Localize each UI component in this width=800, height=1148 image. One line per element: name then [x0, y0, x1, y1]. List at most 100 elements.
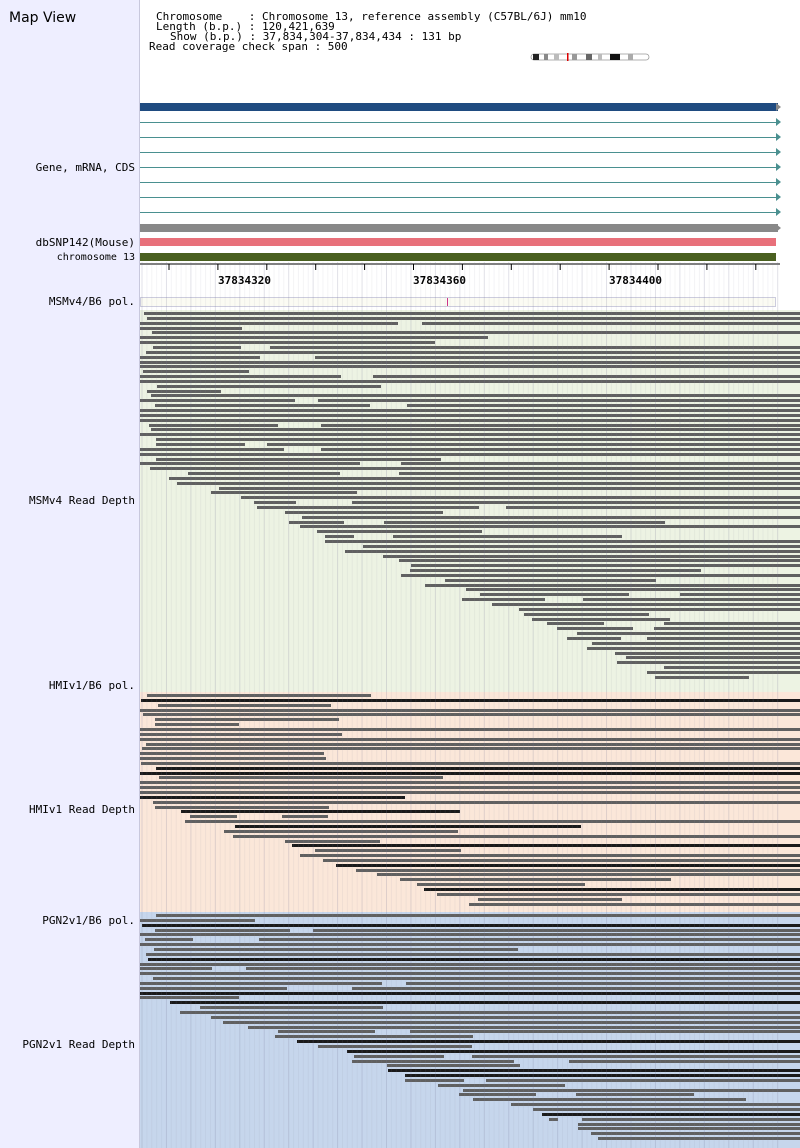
- read-alignment[interactable]: [140, 943, 800, 947]
- read-alignment[interactable]: [154, 805, 330, 809]
- read-alignment[interactable]: [199, 1006, 383, 1010]
- read-alignment[interactable]: [437, 892, 800, 896]
- read-alignment[interactable]: [140, 413, 800, 417]
- read-alignment[interactable]: [140, 326, 242, 330]
- read-alignment[interactable]: [140, 418, 800, 422]
- read-alignment[interactable]: [577, 1122, 800, 1126]
- read-alignment[interactable]: [274, 515, 800, 519]
- transcript-line[interactable]: [140, 137, 778, 138]
- read-alignment[interactable]: [404, 1078, 800, 1082]
- read-alignment[interactable]: [141, 698, 800, 702]
- read-alignment[interactable]: [140, 732, 343, 736]
- read-alignment[interactable]: [156, 457, 441, 461]
- read-alignment[interactable]: [170, 1001, 800, 1005]
- read-alignment[interactable]: [185, 820, 800, 824]
- read-alignment[interactable]: [299, 525, 800, 529]
- read-alignment[interactable]: [143, 312, 800, 315]
- read-alignment[interactable]: [155, 442, 800, 446]
- read-alignment[interactable]: [140, 462, 800, 466]
- read-alignment[interactable]: [142, 370, 249, 374]
- read-alignment[interactable]: [523, 612, 650, 616]
- msm-pol-track[interactable]: [140, 297, 776, 307]
- read-alignment[interactable]: [399, 559, 800, 563]
- read-alignment[interactable]: [511, 1103, 800, 1107]
- read-alignment[interactable]: [155, 928, 800, 932]
- read-alignment[interactable]: [232, 834, 800, 838]
- read-alignment[interactable]: [473, 1098, 746, 1102]
- read-alignment[interactable]: [322, 858, 800, 862]
- read-alignment[interactable]: [590, 1132, 800, 1136]
- read-alignment[interactable]: [354, 1054, 800, 1058]
- read-alignment[interactable]: [462, 598, 800, 602]
- read-alignment[interactable]: [155, 718, 339, 722]
- read-alignment[interactable]: [140, 379, 800, 383]
- read-alignment[interactable]: [140, 996, 240, 1000]
- read-alignment[interactable]: [296, 1040, 800, 1044]
- read-alignment[interactable]: [154, 947, 518, 951]
- read-alignment[interactable]: [404, 1074, 800, 1078]
- read-alignment[interactable]: [179, 1011, 800, 1014]
- read-alignment[interactable]: [140, 962, 800, 966]
- read-alignment[interactable]: [587, 646, 800, 650]
- read-alignment[interactable]: [141, 747, 800, 751]
- read-alignment[interactable]: [469, 902, 800, 906]
- transcript-line[interactable]: [140, 212, 778, 213]
- read-alignment[interactable]: [592, 641, 800, 645]
- transcript-line[interactable]: [140, 152, 778, 153]
- read-alignment[interactable]: [335, 863, 800, 867]
- gene-cds-bar[interactable]: [140, 224, 778, 232]
- read-alignment[interactable]: [140, 321, 800, 325]
- chromosome-ideogram-icon[interactable]: [530, 53, 650, 61]
- read-alignment[interactable]: [541, 1112, 800, 1116]
- read-alignment[interactable]: [325, 539, 800, 543]
- read-alignment[interactable]: [156, 914, 800, 917]
- read-alignment[interactable]: [140, 967, 800, 971]
- read-alignment[interactable]: [142, 713, 800, 717]
- read-alignment[interactable]: [140, 791, 800, 794]
- read-alignment[interactable]: [356, 868, 800, 872]
- read-alignment[interactable]: [140, 409, 800, 412]
- read-alignment[interactable]: [387, 1064, 552, 1068]
- read-alignment[interactable]: [211, 491, 357, 495]
- gene-main-bar[interactable]: [140, 103, 778, 111]
- read-alignment[interactable]: [140, 918, 256, 922]
- read-alignment[interactable]: [140, 341, 435, 345]
- read-alignment[interactable]: [578, 1127, 800, 1131]
- read-alignment[interactable]: [445, 578, 657, 582]
- transcript-line[interactable]: [140, 197, 778, 198]
- read-alignment[interactable]: [532, 617, 670, 621]
- transcript-line[interactable]: [140, 122, 778, 123]
- read-alignment[interactable]: [140, 781, 800, 785]
- read-alignment[interactable]: [647, 670, 800, 674]
- pgn-read-depth-panel[interactable]: [140, 912, 800, 1148]
- read-alignment[interactable]: [351, 1059, 800, 1063]
- read-alignment[interactable]: [458, 1093, 695, 1097]
- read-alignment[interactable]: [145, 952, 800, 956]
- read-alignment[interactable]: [416, 883, 585, 887]
- read-alignment[interactable]: [148, 423, 800, 427]
- read-alignment[interactable]: [546, 622, 800, 626]
- read-alignment[interactable]: [518, 607, 800, 611]
- read-alignment[interactable]: [285, 839, 380, 843]
- read-alignment[interactable]: [399, 878, 672, 882]
- read-alignment[interactable]: [140, 991, 800, 995]
- read-alignment[interactable]: [140, 752, 324, 756]
- read-alignment[interactable]: [240, 496, 800, 500]
- read-alignment[interactable]: [157, 703, 331, 707]
- read-alignment[interactable]: [156, 766, 800, 770]
- read-alignment[interactable]: [288, 520, 665, 524]
- read-alignment[interactable]: [278, 1030, 800, 1034]
- snp-marker[interactable]: [447, 298, 448, 306]
- read-alignment[interactable]: [532, 1108, 800, 1111]
- read-alignment[interactable]: [235, 824, 581, 828]
- read-alignment[interactable]: [477, 897, 622, 901]
- read-alignment[interactable]: [146, 350, 800, 354]
- read-alignment[interactable]: [140, 399, 800, 403]
- read-alignment[interactable]: [409, 569, 701, 573]
- read-alignment[interactable]: [146, 316, 800, 320]
- read-alignment[interactable]: [224, 829, 459, 833]
- read-alignment[interactable]: [159, 776, 443, 780]
- read-alignment[interactable]: [155, 723, 240, 727]
- read-alignment[interactable]: [140, 365, 800, 369]
- read-alignment[interactable]: [410, 564, 800, 568]
